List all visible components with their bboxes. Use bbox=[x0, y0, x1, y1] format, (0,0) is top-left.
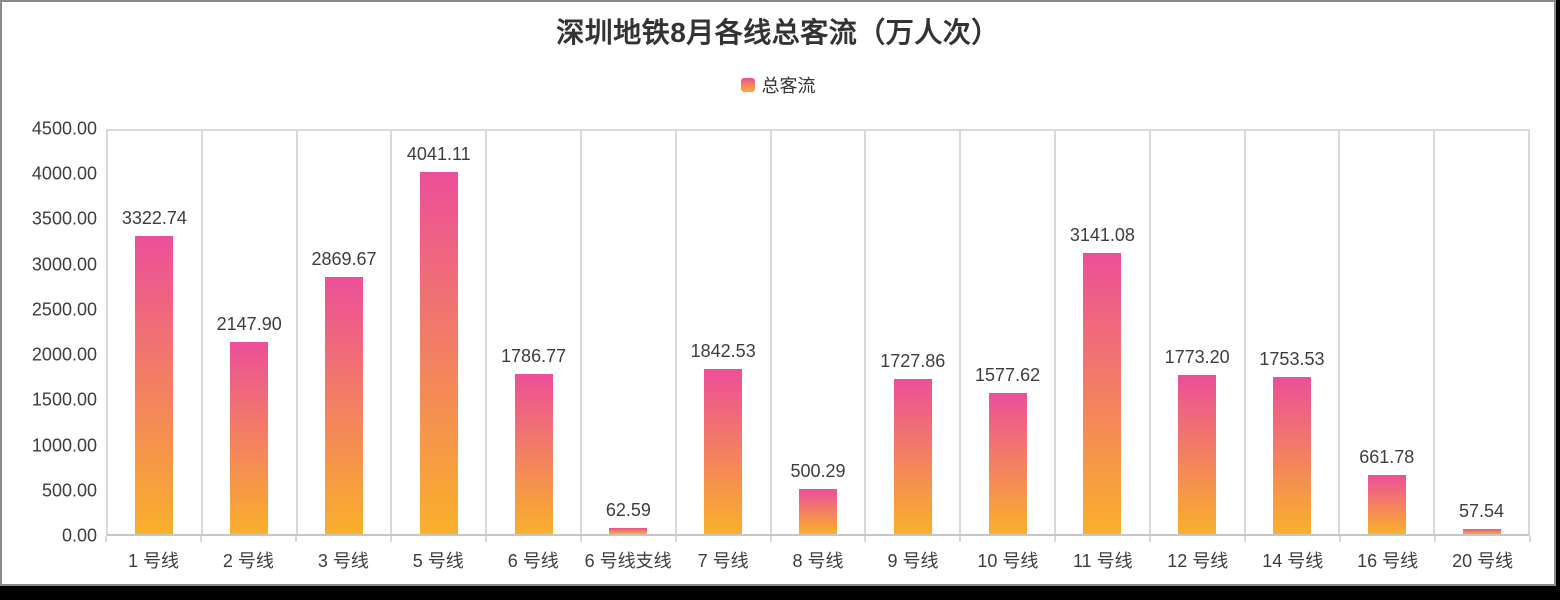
category-column: 661.78 bbox=[1340, 131, 1436, 534]
category-column: 500.29 bbox=[772, 131, 867, 534]
x-axis-tick-mark bbox=[769, 536, 772, 542]
x-axis-tick-mark bbox=[1244, 536, 1247, 542]
x-axis-category-label: 14 号线 bbox=[1262, 551, 1324, 571]
x-axis-tick-mark bbox=[959, 536, 962, 542]
bar[interactable] bbox=[419, 172, 458, 534]
x-axis-category-label: 6 号线 bbox=[507, 551, 559, 571]
x-axis-category-label: 1 号线 bbox=[127, 551, 179, 571]
x-axis-category-label: 7 号线 bbox=[697, 551, 749, 571]
bar[interactable] bbox=[1462, 528, 1501, 534]
x-axis-tick-mark bbox=[389, 536, 392, 542]
category-column: 62.59 bbox=[582, 131, 677, 534]
x-axis-tick-mark bbox=[1529, 536, 1531, 542]
bar[interactable] bbox=[230, 341, 269, 534]
bar-value-label: 1773.20 bbox=[1164, 347, 1230, 368]
category-column: 3141.08 bbox=[1056, 131, 1151, 534]
chart-title: 深圳地铁8月各线总客流（万人次） bbox=[556, 17, 1000, 48]
x-axis-tick-mark bbox=[579, 536, 582, 542]
plot-area: 3322.74 2147.90 2869.67 4041.11 1786.77 62.59… bbox=[106, 129, 1530, 536]
bar[interactable] bbox=[1178, 375, 1217, 534]
x-axis-tick-mark bbox=[674, 536, 677, 542]
x-axis-tick-mark bbox=[1054, 536, 1057, 542]
bar-value-label: 661.78 bbox=[1359, 446, 1415, 467]
y-axis-tick-label: 1500.00 bbox=[31, 389, 97, 410]
bar[interactable] bbox=[1367, 474, 1406, 534]
bar-value-label: 1727.86 bbox=[880, 351, 946, 372]
bar[interactable] bbox=[514, 374, 553, 534]
bar-value-label: 1786.77 bbox=[501, 346, 567, 366]
bar[interactable] bbox=[1272, 376, 1311, 534]
category-column: 57.54 bbox=[1435, 131, 1528, 534]
x-axis-tick-mark bbox=[199, 536, 202, 542]
legend-item-label: 总客流 bbox=[761, 76, 816, 96]
bar-value-label: 500.29 bbox=[790, 461, 846, 482]
bar[interactable] bbox=[1083, 252, 1122, 534]
bar-value-label: 2147.90 bbox=[216, 313, 282, 334]
category-column: 1773.20 bbox=[1151, 131, 1246, 534]
x-axis-category-label: 12 号线 bbox=[1167, 551, 1229, 571]
x-axis-tick-mark bbox=[864, 536, 867, 542]
x-axis-category-label: 20 号线 bbox=[1452, 551, 1514, 571]
y-axis-tick-label: 2500.00 bbox=[31, 299, 97, 320]
x-axis-tick-mark bbox=[105, 536, 107, 542]
category-column: 2147.90 bbox=[203, 131, 298, 534]
y-axis-tick-label: 3000.00 bbox=[31, 254, 97, 275]
y-axis-tick-label: 3500.00 bbox=[31, 208, 97, 229]
y-axis: 4500.00 4000.00 3500.00 3000.00 2500.00 2000.… bbox=[2, 119, 97, 546]
bar[interactable] bbox=[798, 489, 837, 534]
bar[interactable] bbox=[988, 392, 1027, 534]
x-axis-tick-mark bbox=[1149, 536, 1152, 542]
bar[interactable] bbox=[324, 277, 363, 534]
legend[interactable]: 总客流 bbox=[2, 72, 1554, 98]
bar-value-label: 62.59 bbox=[605, 500, 651, 521]
category-column: 2869.67 bbox=[298, 131, 393, 534]
bar-value-label: 1577.62 bbox=[975, 364, 1041, 385]
x-axis-category-label: 11 号线 bbox=[1073, 551, 1133, 571]
x-axis-category-label: 8 号线 bbox=[792, 551, 844, 571]
x-axis-category-label: 3 号线 bbox=[317, 551, 369, 571]
x-axis-tick-mark bbox=[1339, 536, 1342, 542]
category-column: 3322.74 bbox=[108, 131, 203, 534]
y-axis-tick-label: 1000.00 bbox=[31, 435, 97, 456]
x-axis-tick-mark bbox=[484, 536, 487, 542]
category-column: 4041.11 bbox=[392, 131, 488, 534]
y-axis-tick-label: 4500.00 bbox=[31, 118, 97, 139]
x-axis-category-label: 16 号线 bbox=[1357, 551, 1419, 571]
x-axis-category-label: 6 号线支线 bbox=[584, 551, 672, 571]
x-axis: 1 号线 2 号线 3 号线 5 号线 6 号线 6 号线支线 7 号线 8 号线 9 号线 10… bbox=[105, 536, 1531, 578]
x-axis-category-label: 5 号线 bbox=[412, 551, 464, 571]
y-axis-tick-label: 500.00 bbox=[41, 480, 97, 501]
y-axis-tick-label: 0.00 bbox=[61, 525, 97, 546]
x-axis-tick-mark bbox=[294, 536, 297, 542]
category-column: 1786.77 bbox=[487, 131, 582, 534]
bar[interactable] bbox=[609, 528, 648, 534]
x-axis-category-label: 10 号线 bbox=[977, 551, 1039, 571]
category-column: 1842.53 bbox=[677, 131, 772, 534]
bar[interactable] bbox=[135, 236, 174, 534]
category-column: 1753.53 bbox=[1246, 131, 1341, 534]
x-axis-category-label: 9 号线 bbox=[887, 551, 939, 571]
bar-value-label: 3141.08 bbox=[1069, 224, 1135, 245]
bar-value-label: 3322.74 bbox=[121, 208, 187, 229]
x-axis-tick-mark bbox=[1434, 536, 1437, 542]
bar[interactable] bbox=[893, 379, 932, 534]
bar-value-label: 57.54 bbox=[1459, 500, 1505, 521]
x-axis-category-label: 2 号线 bbox=[222, 551, 274, 571]
bar-value-label: 1842.53 bbox=[690, 341, 756, 361]
category-column: 1577.62 bbox=[961, 131, 1056, 534]
bar-value-label: 4041.11 bbox=[406, 144, 471, 165]
category-column: 1727.86 bbox=[866, 131, 962, 534]
y-axis-tick-label: 2000.00 bbox=[31, 344, 97, 365]
y-axis-tick-label: 4000.00 bbox=[31, 163, 97, 184]
bar-value-label: 2869.67 bbox=[311, 249, 377, 270]
bar-value-label: 1753.53 bbox=[1259, 348, 1325, 369]
bar[interactable] bbox=[704, 369, 743, 534]
chart-window: 深圳地铁8月各线总客流（万人次） 总客流 4500.00 4000.00 3500.… bbox=[0, 0, 1556, 586]
legend-marker-icon bbox=[740, 78, 755, 92]
